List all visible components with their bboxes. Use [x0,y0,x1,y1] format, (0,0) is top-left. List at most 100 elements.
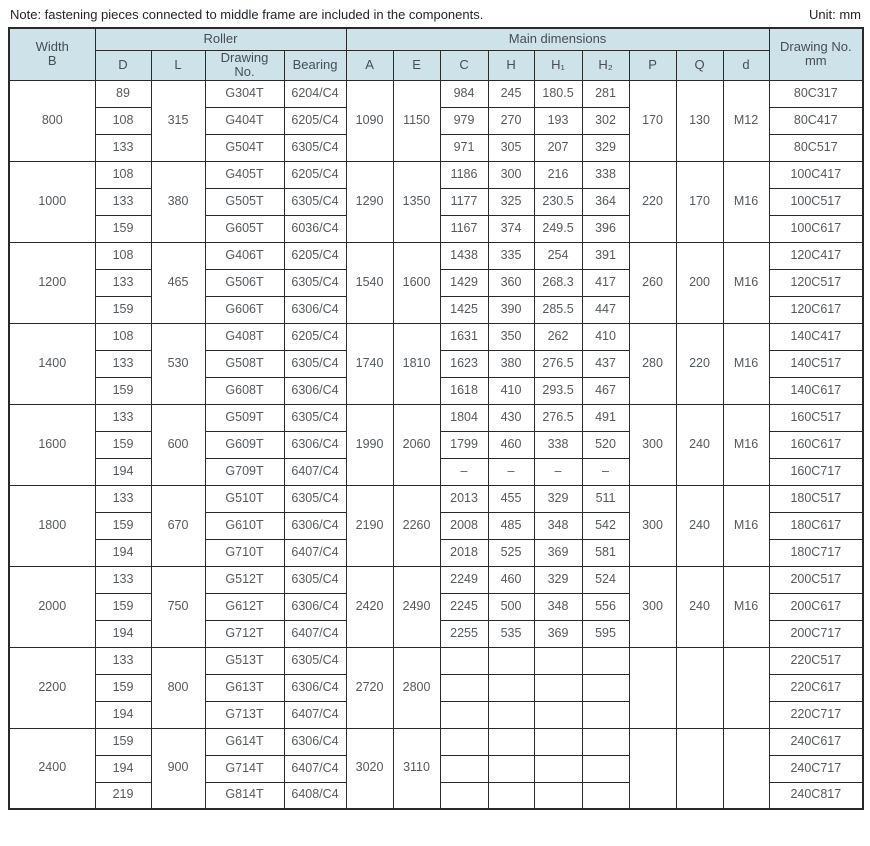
cell-drawing-no: 160C617 [768,430,864,459]
cell-p [628,727,677,810]
header-h1: H₁ [533,49,583,81]
table-row: 133 G505T 6305/C4 1177 325 230.5 364 100C517 [9,187,864,216]
cell-roller-drawing-no: G405T [204,160,285,189]
cell-d: 219 [94,781,152,810]
cell-h2: 581 [581,538,630,567]
cell-bearing: 6407/C4 [283,754,347,783]
cell-h1: 230.5 [533,187,583,216]
cell-h2: 437 [581,349,630,378]
cell-h: 245 [487,79,535,108]
cell-bearing: 6407/C4 [283,619,347,648]
cell-roller-drawing-no: G612T [204,592,285,621]
cell-width-b: 800 [8,79,96,162]
cell-h2: 595 [581,619,630,648]
cell-h2: 467 [581,376,630,405]
cell-h: 350 [487,322,535,351]
cell-h: 460 [487,565,535,594]
cell-h: 380 [487,349,535,378]
cell-bearing: 6305/C4 [283,133,347,162]
table-row: 159 G608T 6306/C4 1618 410 293.5 467 140C617 [9,376,864,405]
top-row: Note: fastening pieces connected to midd… [8,5,862,27]
cell-h2: 524 [581,565,630,594]
cell-p: 170 [628,79,677,162]
cell-roller-drawing-no: G814T [204,781,285,810]
header-row-columns: D L Drawing No. Bearing A E C H H₁ H₂ P … [9,49,863,81]
cell-bearing: 6306/C4 [283,592,347,621]
cell-p: 300 [628,403,677,486]
cell-d: 194 [94,754,152,783]
cell-h: 360 [487,268,535,297]
header-p: P [628,49,677,81]
table-body: 800 89 315 G304T 6204/C4 1090 1150 984 245 180.5 2… [8,79,864,810]
cell-h1: 329 [533,565,583,594]
header-roller: Roller [94,27,347,51]
cell-e: 3110 [392,727,441,810]
cell-q: 220 [675,322,724,405]
cell-q: 240 [675,565,724,648]
cell-d-thread: M12 [722,79,770,162]
cell-d: 133 [94,268,152,297]
cell-drawing-no: 120C517 [768,268,864,297]
header-main-dimensions: Main dimensions [345,27,770,51]
cell-d: 133 [94,133,152,162]
cell-c: 2018 [439,538,489,567]
header-h2: H₂ [581,49,630,81]
cell-width-b: 2200 [8,646,96,729]
cell-roller-drawing-no: G710T [204,538,285,567]
cell-d: 89 [94,79,152,108]
cell-d: 194 [94,457,152,486]
cell-a: 1090 [345,79,394,162]
table-row: 133 G508T 6305/C4 1623 380 276.5 437 140C517 [9,349,864,378]
cell-h: 300 [487,160,535,189]
cell-h1: 293.5 [533,376,583,405]
cell-drawing-no: 240C617 [768,727,864,756]
cell-d: 133 [94,187,152,216]
cell-c: 971 [439,133,489,162]
cell-l: 315 [150,79,206,162]
cell-drawing-no: 80C417 [768,106,864,135]
cell-d: 194 [94,538,152,567]
cell-h [487,781,535,810]
cell-h1: 216 [533,160,583,189]
cell-l: 530 [150,322,206,405]
cell-roller-drawing-no: G606T [204,295,285,324]
cell-h: 305 [487,133,535,162]
cell-drawing-no: 140C417 [768,322,864,351]
table-row: 1800 133 670 G510T 6305/C4 2190 2260 2013 455 329… [8,484,864,567]
cell-l: 750 [150,565,206,648]
header-q: Q [675,49,724,81]
cell-c: 1167 [439,214,489,243]
cell-width-b: 1600 [8,403,96,486]
header-c: C [439,49,489,81]
cell-roller-drawing-no: G510T [204,484,285,513]
cell-d-thread: M16 [722,403,770,486]
cell-e: 1350 [392,160,441,243]
table-row: 194 G709T 6407/C4– – – –160C717 [9,457,864,486]
header-e: E [392,49,441,81]
cell-d: 159 [94,295,152,324]
cell-c [439,646,489,675]
cell-h: 500 [487,592,535,621]
cell-c [439,754,489,783]
cell-d: 159 [94,592,152,621]
cell-h2: 281 [581,79,630,108]
cell-c: 979 [439,106,489,135]
cell-h: 335 [487,241,535,270]
cell-p: 280 [628,322,677,405]
cell-bearing: 6407/C4 [283,538,347,567]
cell-a: 2720 [345,646,394,729]
cell-width-b: 1200 [8,241,96,324]
cell-h [487,673,535,702]
cell-drawing-no: 200C717 [768,619,864,648]
cell-h: 270 [487,106,535,135]
cell-roller-drawing-no: G713T [204,700,285,729]
table-row: 2400 159 900 G614T 6306/C4 3020 3110 240C617 [8,727,864,810]
header-d-thread: d [722,49,770,81]
cell-drawing-no: 240C817 [768,781,864,810]
cell-bearing: 6306/C4 [283,376,347,405]
table-header: Width B Roller Main dimensions Drawing N… [8,27,864,81]
cell-drawing-no: 100C617 [768,214,864,243]
cell-drawing-no: 220C717 [768,700,864,729]
cell-e: 2060 [392,403,441,486]
cell-h2: 364 [581,187,630,216]
